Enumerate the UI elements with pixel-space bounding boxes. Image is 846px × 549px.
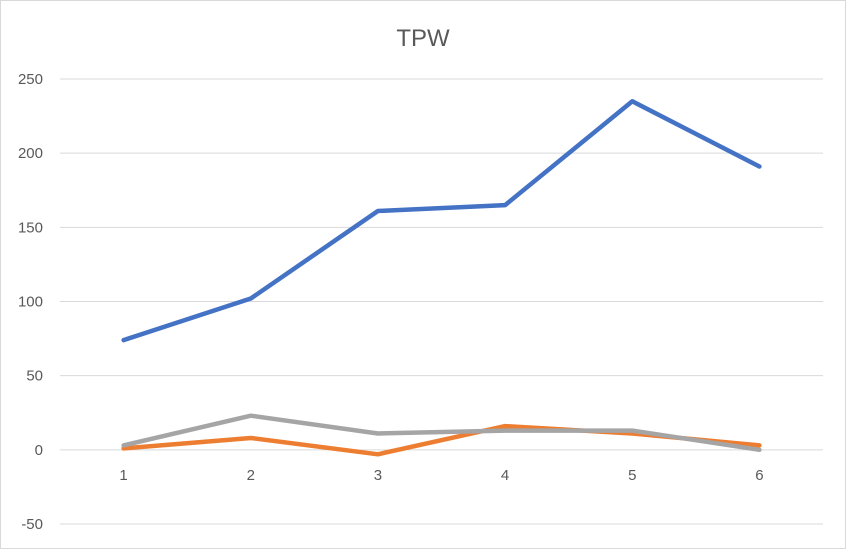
x-tick-label: 5 xyxy=(628,467,636,484)
y-tick-label: 50 xyxy=(26,368,43,385)
y-tick-label: 250 xyxy=(18,71,43,88)
series-line-1 xyxy=(121,99,762,343)
x-tick-label: 2 xyxy=(247,467,255,484)
x-tick-label: 6 xyxy=(755,467,763,484)
x-tick-label: 1 xyxy=(119,467,127,484)
series-lines xyxy=(121,99,762,457)
chart-title: TPW xyxy=(396,25,450,52)
gridlines xyxy=(60,78,823,525)
y-tick-label: 150 xyxy=(18,219,43,236)
y-tick-label: 0 xyxy=(35,442,43,459)
y-axis-tick-labels: -50 0 50 100 150 200 250 xyxy=(18,71,43,533)
x-tick-label: 3 xyxy=(374,467,382,484)
x-tick-label: 4 xyxy=(501,467,509,484)
series-line-3 xyxy=(121,413,762,453)
y-tick-label: 100 xyxy=(18,294,43,311)
x-axis-tick-labels: 1 2 3 4 5 6 xyxy=(119,467,763,484)
y-tick-label: 200 xyxy=(18,145,43,162)
y-tick-label: -50 xyxy=(21,516,43,533)
